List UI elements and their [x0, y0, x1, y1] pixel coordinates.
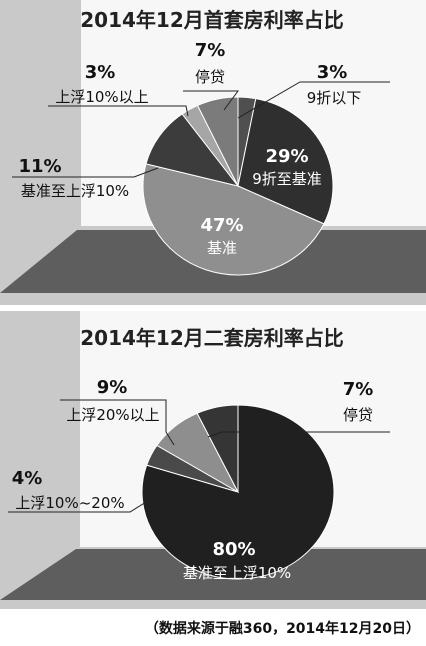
c1-value-label-5: 7%: [195, 40, 226, 61]
c1-value-label-3: 11%: [18, 156, 61, 177]
leader-1-11pct: [12, 167, 159, 178]
leader-1-3pct-above: [48, 105, 189, 117]
c1-category-label-2: 基准: [207, 239, 237, 257]
chart-2-leaders: [8, 399, 390, 513]
c2-category-label-1: 上浮10%~20%: [15, 494, 124, 512]
source-note: （数据来源于融360，2014年12月20日）: [145, 620, 420, 637]
c1-value-label-1: 29%: [265, 146, 308, 167]
pie-2: [141, 404, 335, 580]
panel-second-home: 2014年12月二套房利率占比 80% 基准至上浮10% 4% 上浮10%~20…: [0, 311, 426, 609]
panel-first-home: 2014年12月首套房利率占比 3% 9折以下 29% 9折至基准 47% 基准…: [0, 0, 426, 305]
c1-category-label-3: 基准至上浮10%: [21, 182, 129, 200]
c2-value-label-0: 80%: [212, 539, 255, 560]
leader-1-3pct-below: [237, 81, 390, 119]
leader-2-7pct: [207, 431, 390, 438]
c2-category-label-3: 停贷: [343, 406, 373, 424]
chart-1-slice-2: [142, 163, 325, 276]
c1-value-label-4: 3%: [85, 62, 116, 83]
chart-2-slice-3: [196, 404, 239, 493]
chart-1-slice-5: [196, 96, 239, 187]
c2-value-label-2: 9%: [97, 377, 128, 398]
pie-1: [142, 96, 334, 276]
chart-1-title: 2014年12月首套房利率占比: [80, 8, 344, 32]
leader-1-7pct: [183, 90, 239, 111]
leader-2-9pct: [60, 399, 175, 446]
chart-2-title: 2014年12月二套房利率占比: [80, 326, 344, 350]
c2-value-label-3: 7%: [343, 379, 374, 400]
c1-category-label-0: 9折以下: [307, 89, 362, 107]
chart-1-leaders: [12, 81, 390, 178]
c1-value-label-2: 47%: [200, 215, 243, 236]
c1-category-label-4: 上浮10%以上: [55, 88, 148, 106]
c2-value-label-1: 4%: [12, 468, 43, 489]
c2-category-label-2: 上浮20%以上: [66, 406, 159, 424]
chart-1-slice-1: [237, 98, 334, 225]
c1-category-label-5: 停贷: [195, 68, 225, 86]
leader-2-4pct: [8, 483, 176, 513]
chart-1-slice-3: [145, 113, 240, 187]
c1-value-label-0: 3%: [317, 62, 348, 83]
c1-category-label-1: 9折至基准: [252, 170, 322, 188]
c2-category-label-0: 基准至上浮10%: [183, 564, 291, 582]
